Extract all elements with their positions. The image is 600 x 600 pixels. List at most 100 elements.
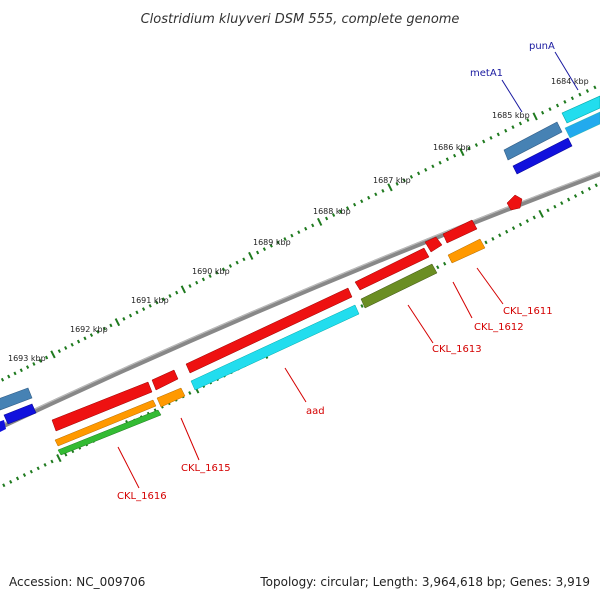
- ring-tick: [518, 222, 523, 227]
- gene-aad-red[interactable]: [185, 287, 353, 374]
- gene-small-red[interactable]: [506, 194, 523, 211]
- ring-tick: [83, 336, 87, 341]
- ring-tick: [248, 251, 254, 260]
- ring-tick: [459, 148, 465, 157]
- gene-label-metA1[interactable]: metA1: [470, 68, 503, 79]
- ring-tick: [15, 476, 20, 481]
- ring-tick: [228, 264, 232, 268]
- gene-label-aad[interactable]: aad: [306, 406, 325, 417]
- ring-tick: [560, 201, 564, 206]
- accession-text: Accession: NC_009706: [9, 575, 145, 589]
- ring-tick: [587, 186, 591, 191]
- ring-tick: [491, 236, 495, 241]
- ring-tick: [109, 323, 113, 328]
- ring-tick: [32, 362, 36, 366]
- gene-label-CKL-1612[interactable]: CKL_1612: [474, 322, 524, 333]
- ring-tick: [7, 374, 11, 379]
- gene-CKL-1611-orange[interactable]: [447, 238, 486, 264]
- ring-tick: [43, 463, 47, 467]
- ring-tick: [290, 233, 294, 238]
- gene-CKL-1613-red[interactable]: [354, 247, 430, 291]
- gene-punA-lower[interactable]: [564, 111, 600, 139]
- ring-tick: [70, 342, 74, 347]
- gene-CKL-1615-red[interactable]: [151, 369, 179, 391]
- ring-tick: [525, 219, 529, 223]
- ring-tick: [436, 265, 440, 270]
- ring-tick: [135, 310, 139, 315]
- gene-label-CKL-1611[interactable]: CKL_1611: [503, 306, 553, 317]
- gene-CKL-1616-red[interactable]: [51, 381, 153, 432]
- ring-tick: [424, 167, 428, 172]
- ring-tick: [188, 284, 192, 288]
- ring-tick: [443, 261, 447, 266]
- ring-tick: [409, 174, 414, 179]
- ring-tick: [353, 202, 357, 207]
- ring-tick: [168, 294, 172, 298]
- gene-label-CKL-1615[interactable]: CKL_1615: [181, 463, 231, 474]
- ring-tick: [345, 206, 350, 211]
- ring-tick: [89, 333, 94, 337]
- ring-tick: [64, 346, 68, 350]
- ring-tick: [567, 197, 571, 202]
- gene-left-steel[interactable]: [0, 387, 33, 411]
- ring-tick: [594, 183, 598, 188]
- ring-tick: [593, 85, 597, 90]
- gene-left-blue-a[interactable]: [3, 403, 37, 425]
- gene-CKL-1616-green[interactable]: [57, 409, 162, 456]
- reverse-features: [51, 194, 523, 456]
- ring-tick: [484, 240, 488, 245]
- ring-tick: [518, 121, 523, 126]
- gene-CKL-1616-orange[interactable]: [54, 399, 157, 447]
- gene-CKL-1615-orange[interactable]: [156, 387, 186, 408]
- ring-tick: [532, 215, 536, 220]
- ring-tick: [317, 217, 323, 226]
- gene-label-CKL-1613[interactable]: CKL_1613: [432, 344, 482, 355]
- ring-tick: [114, 318, 121, 327]
- ring-tick: [22, 473, 27, 477]
- ring-tick: [44, 355, 49, 360]
- gene-left-blue-b[interactable]: [0, 420, 6, 432]
- ring-tick: [511, 125, 515, 130]
- ring-tick: [570, 96, 575, 101]
- tick-label: 1685 kbp: [492, 111, 530, 120]
- ring-tick: [553, 204, 557, 209]
- label-leaders: [117, 51, 579, 489]
- ring-tick: [496, 132, 500, 137]
- ring-tick: [29, 469, 33, 474]
- ring-tick: [325, 216, 329, 221]
- tick-label: 1686 kbp: [433, 143, 471, 152]
- ring-tick: [76, 339, 81, 344]
- gene-CKL-1612[interactable]: [424, 236, 443, 253]
- ring-tick: [122, 317, 126, 321]
- ring-tick: [580, 190, 585, 195]
- tick-label: 1693 kbp: [8, 354, 46, 363]
- ring-tick: [374, 192, 378, 197]
- ring-tick: [297, 230, 301, 235]
- gene-label-punA[interactable]: punA: [529, 41, 555, 52]
- ring-tick: [26, 365, 30, 369]
- ring-tick: [555, 103, 560, 108]
- gene-CKL-1613-olive[interactable]: [360, 263, 438, 309]
- ring-tick: [311, 223, 315, 228]
- gene-label-CKL-1616[interactable]: CKL_1616: [117, 491, 167, 502]
- ring-tick: [276, 240, 280, 245]
- ring-tick: [546, 208, 550, 213]
- gene-CKL-1611-red[interactable]: [442, 219, 478, 244]
- ring-tick: [573, 194, 578, 198]
- ring-tick: [387, 183, 393, 192]
- ring-tick: [585, 89, 590, 93]
- ring-tick: [304, 226, 308, 231]
- ring-tick: [269, 243, 273, 248]
- gene-punA[interactable]: [561, 95, 600, 124]
- ring-tick: [438, 160, 442, 165]
- gene-aad-cyan[interactable]: [190, 304, 360, 391]
- ring-tick: [381, 188, 385, 193]
- ring-tick: [102, 326, 107, 331]
- gene-metA1-blue[interactable]: [512, 137, 573, 175]
- ring-tick: [360, 199, 364, 204]
- kbp-labels: 1684 kbp 1685 kbp 1686 kbp 1687 kbp 1688…: [8, 77, 589, 363]
- gene-metA1[interactable]: [503, 121, 563, 161]
- ring-tick: [505, 229, 509, 234]
- ring-tick: [331, 213, 336, 217]
